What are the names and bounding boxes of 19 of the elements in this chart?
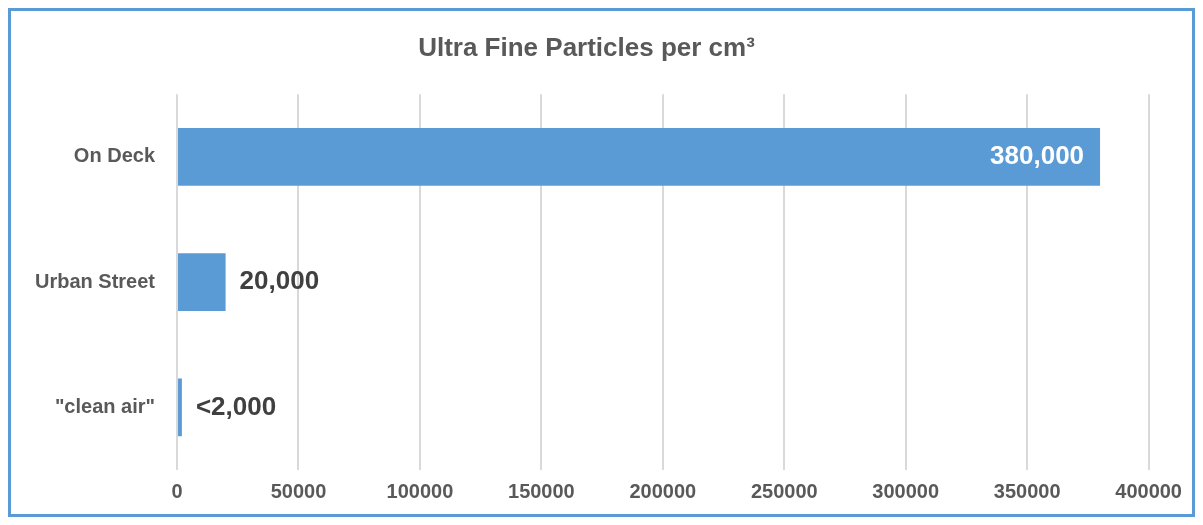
- x-tick-label: 150000: [508, 479, 575, 502]
- bar: [178, 378, 182, 437]
- bar: [178, 253, 226, 311]
- y-tick-label: Urban Street: [35, 269, 156, 292]
- y-tick-label: "clean air": [54, 394, 156, 417]
- chart-title: Ultra Fine Particles per cm³: [418, 31, 756, 62]
- x-tick-label: 50000: [270, 479, 327, 502]
- x-tick-label: 350000: [993, 479, 1061, 502]
- x-tick-label: 400000: [1115, 479, 1183, 502]
- data-label: 20,000: [239, 265, 320, 296]
- y-tick-label: On Deck: [73, 144, 156, 167]
- x-tick-label: 200000: [629, 479, 697, 502]
- bar: [178, 128, 1101, 186]
- x-tick-label: 0: [171, 479, 183, 502]
- x-tick-label: 250000: [750, 479, 818, 502]
- x-tick-label: 300000: [872, 479, 940, 502]
- x-tick-label: 100000: [386, 479, 454, 502]
- data-label: <2,000: [195, 390, 277, 421]
- data-label: 380,000: [990, 140, 1085, 171]
